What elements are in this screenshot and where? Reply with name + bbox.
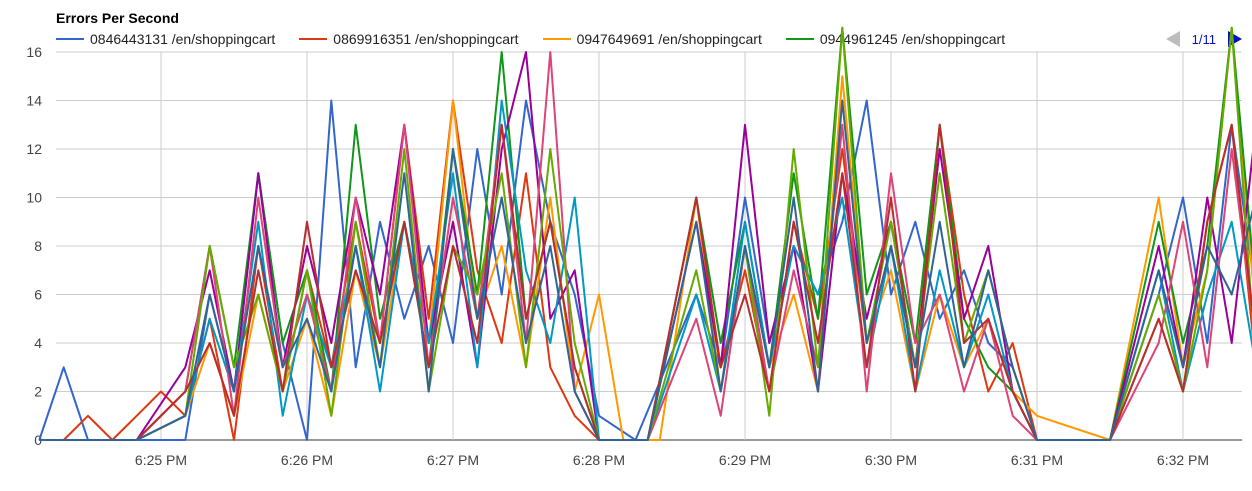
series-line <box>39 99 1252 441</box>
y-tick-label: 6 <box>34 287 42 303</box>
series-line <box>38 99 1252 441</box>
x-tick-label: 6:27 PM <box>427 452 479 468</box>
legend-swatch <box>299 38 328 40</box>
x-axis-ticks: 6:25 PM 6:26 PM 6:27 PM 6:28 PM 6:29 PM 6:30 … <box>135 452 1209 468</box>
y-tick-label: 4 <box>34 335 42 351</box>
legend-item[interactable]: 0846443131 /en/shoppingcart <box>56 31 275 47</box>
x-tick-label: 6:28 PM <box>573 452 625 468</box>
series-line <box>39 123 1252 441</box>
x-tick-label: 6:26 PM <box>281 452 333 468</box>
y-tick-label: 14 <box>26 93 42 109</box>
y-tick-label: 2 <box>34 384 42 400</box>
y-tick-label: 0 <box>34 432 42 448</box>
series-lines <box>38 26 1252 441</box>
legend-label: 0869916351 /en/shoppingcart <box>333 31 519 47</box>
legend-label: 0846443131 /en/shoppingcart <box>90 31 276 47</box>
y-tick-label: 12 <box>26 141 42 157</box>
legend-label: 0947649691 /en/shoppingcart <box>576 31 762 47</box>
y-tick-label: 8 <box>34 238 42 254</box>
legend-item[interactable]: 0944961245 /en/shoppingcart <box>785 31 1006 47</box>
legend-item[interactable]: 0947649691 /en/shoppingcart <box>542 31 762 47</box>
x-tick-label: 6:31 PM <box>1011 452 1063 468</box>
legend: 0846443131 /en/shoppingcart 0869916351 /… <box>56 31 1029 47</box>
legend-swatch <box>542 38 571 40</box>
previous-page-icon[interactable] <box>1165 31 1180 47</box>
legend-swatch <box>56 38 84 40</box>
y-tick-label: 10 <box>26 190 42 206</box>
y-axis-ticks: 0 2 4 6 8 10 12 14 16 <box>26 44 42 448</box>
page-indicator: 1/11 <box>1191 31 1216 47</box>
gridlines <box>56 51 1242 441</box>
legend-label: 0944961245 /en/shoppingcart <box>819 31 1006 47</box>
chart-title: Errors Per Second <box>56 10 179 26</box>
y-tick-label: 16 <box>26 44 42 60</box>
x-tick-label: 6:25 PM <box>135 452 187 468</box>
legend-swatch <box>785 38 814 40</box>
x-tick-label: 6:29 PM <box>719 452 771 468</box>
x-tick-label: 6:30 PM <box>865 452 917 468</box>
series-line <box>39 99 1252 441</box>
x-tick-label: 6:32 PM <box>1157 452 1209 468</box>
legend-item[interactable]: 0869916351 /en/shoppingcart <box>299 31 519 47</box>
series-line <box>39 99 1252 441</box>
